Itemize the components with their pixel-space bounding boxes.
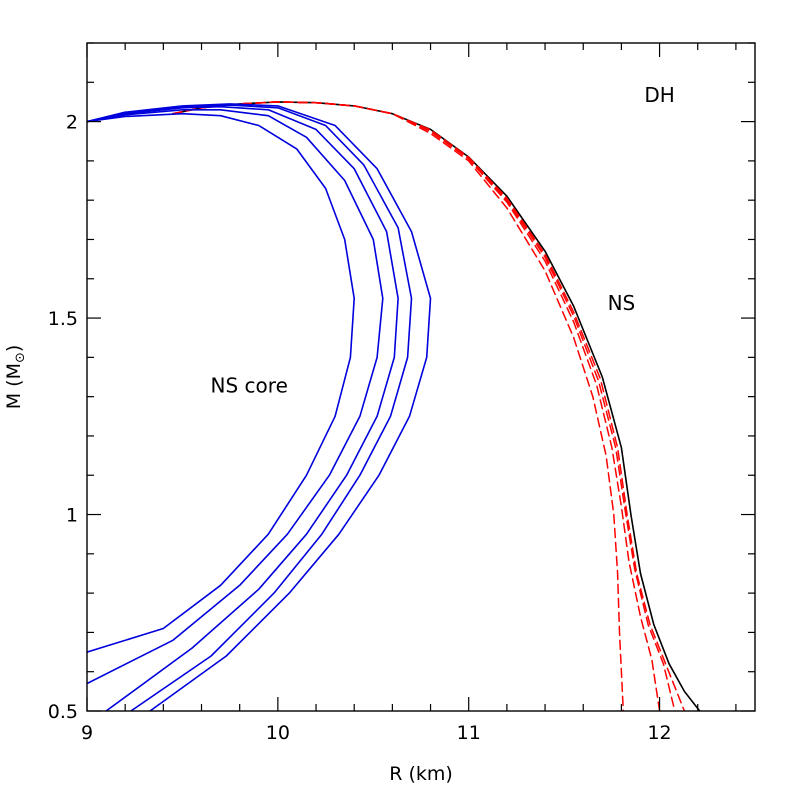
x-tick-label: 12 (647, 722, 671, 744)
series-curve-8 (87, 105, 399, 711)
y-axis-title: M (M⊙) (3, 345, 28, 410)
annotation-label: NS (608, 291, 636, 315)
x-tick-label: 11 (457, 722, 481, 744)
y-axis-title-main: M (M (3, 363, 25, 409)
y-tick-label: 1 (66, 505, 78, 527)
annotation-label: DH (644, 83, 674, 107)
series-curve-6 (87, 112, 355, 653)
series-curve-7 (87, 109, 384, 685)
series-curve-9 (87, 104, 413, 711)
plot-frame (86, 42, 756, 712)
y-tick-label: 1.5 (48, 308, 78, 330)
y-axis-title-sub: ⊙ (13, 352, 28, 363)
series-curve-5 (172, 101, 686, 711)
y-tick-label: 2 (66, 112, 78, 134)
x-tick-label: 9 (81, 722, 93, 744)
curves-group (87, 101, 701, 711)
annotations-group: DH NS NS core (211, 83, 675, 398)
y-tick-label: 0.5 (48, 701, 78, 723)
y-axis-title-close: ) (3, 345, 25, 352)
x-axis-title: R (km) (389, 763, 453, 785)
annotation-label: NS core (211, 374, 288, 398)
series-curve-10 (87, 103, 432, 711)
series-curve-2 (172, 101, 625, 711)
series-curve-1 (172, 101, 701, 711)
tick-labels-group: 9 10 11 12 0.5 1 1.5 2 (48, 112, 672, 744)
x-tick-label: 10 (266, 722, 290, 744)
series-curve-3 (172, 101, 661, 711)
